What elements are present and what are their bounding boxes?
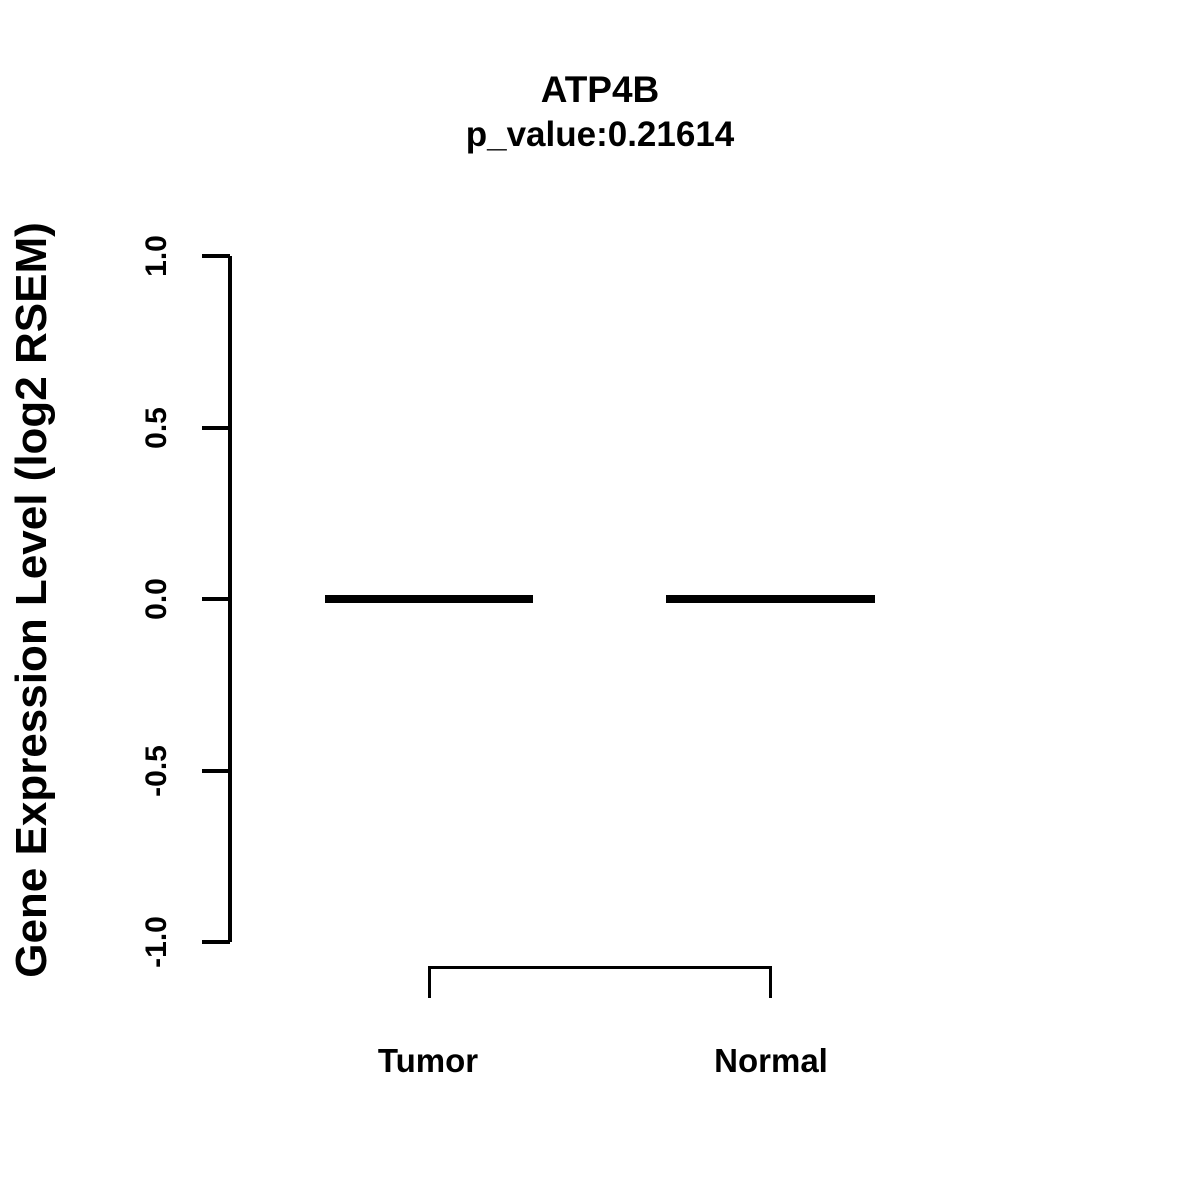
- y-axis-title: Gene Expression Level (log2 RSEM): [7, 222, 56, 978]
- comparison-bracket-left-end: [428, 966, 431, 998]
- y-axis-tick: [202, 597, 230, 601]
- x-axis-label-normal: Normal: [714, 1042, 828, 1079]
- chart-title: ATP4B: [540, 69, 660, 110]
- y-axis-tick: [202, 940, 230, 944]
- y-axis-tick-label: 1.0: [140, 235, 173, 277]
- y-axis-tick: [202, 769, 230, 773]
- y-axis-tick-label: -0.5: [140, 745, 173, 797]
- comparison-bracket-horizontal: [428, 966, 772, 969]
- x-axis-label-tumor: Tumor: [377, 1042, 479, 1079]
- chart-subtitle: p_value:0.21614: [465, 115, 735, 154]
- y-axis-tick-label: -1.0: [140, 916, 173, 968]
- y-axis-tick: [202, 426, 230, 430]
- y-axis-line: [228, 256, 232, 942]
- y-axis-tick-label: 0.5: [140, 407, 173, 449]
- y-axis-tick-label: 0.0: [140, 578, 173, 620]
- tumor-median-line: [325, 595, 533, 603]
- normal-median-line: [666, 595, 875, 603]
- y-axis-tick: [202, 254, 230, 258]
- comparison-bracket-right-end: [769, 966, 772, 998]
